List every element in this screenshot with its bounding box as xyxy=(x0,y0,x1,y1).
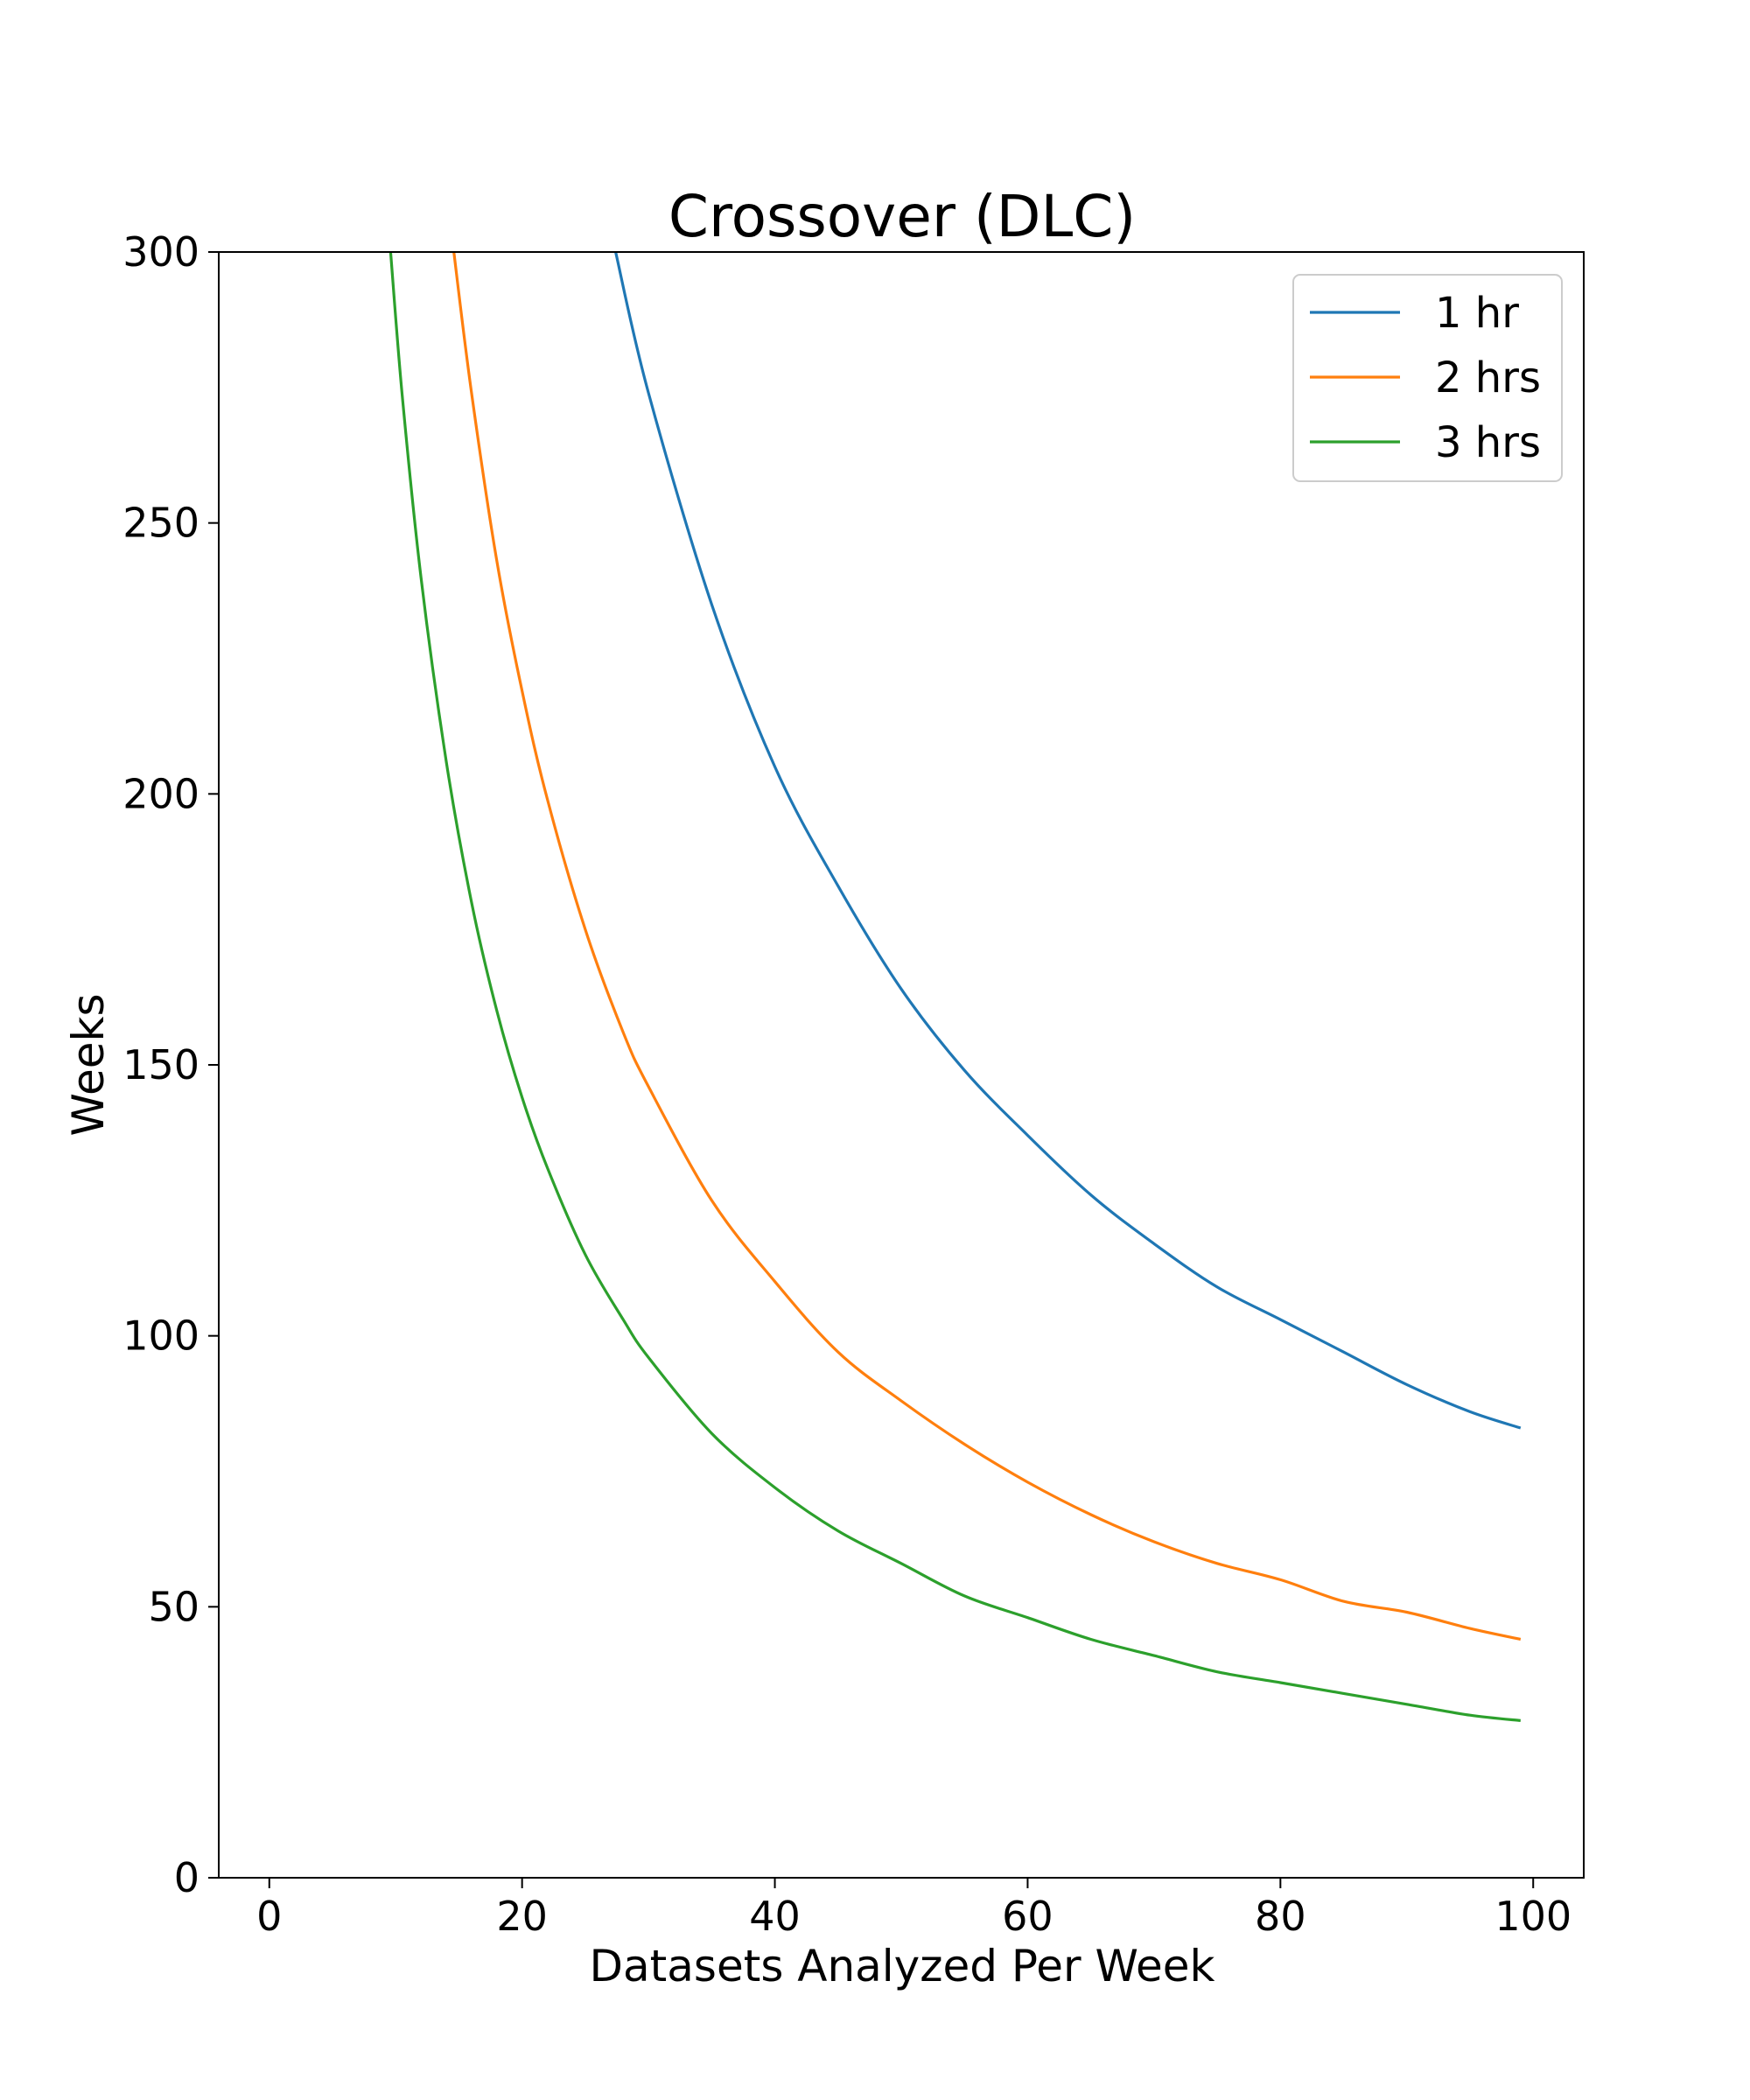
series-lines xyxy=(388,251,1522,1722)
x-tick-label: 80 xyxy=(1255,1893,1306,1940)
y-tick-label: 0 xyxy=(174,1854,200,1901)
x-tick-label: 0 xyxy=(256,1893,282,1940)
x-tick-label: 40 xyxy=(749,1893,801,1940)
series-line-3 xyxy=(388,251,1521,1722)
y-axis-label: Weeks xyxy=(63,993,114,1136)
legend: 1 hr 2 hrs 3 hrs xyxy=(1292,274,1563,482)
x-tick-label: 20 xyxy=(496,1893,548,1940)
series-line-1 xyxy=(614,251,1522,1430)
x-axis-label: Datasets Analyzed Per Week xyxy=(590,1941,1215,1992)
legend-label-1: 1 hr xyxy=(1435,289,1519,338)
series-line-2 xyxy=(452,251,1522,1642)
y-tick-label: 250 xyxy=(122,500,200,547)
y-tick-label: 50 xyxy=(148,1583,200,1630)
x-tick-label: 60 xyxy=(1002,1893,1054,1940)
x-axis-ticks: 0 20 40 60 80 100 xyxy=(256,1878,1572,1940)
legend-box xyxy=(1292,274,1563,482)
y-tick-label: 150 xyxy=(122,1041,200,1088)
chart-title: Crossover (DLC) xyxy=(668,183,1136,250)
y-axis-ticks: 0 50 100 150 200 250 300 xyxy=(122,228,219,1901)
y-tick-label: 100 xyxy=(122,1312,200,1360)
legend-label-3: 3 hrs xyxy=(1435,418,1541,467)
plot-frame xyxy=(218,251,1585,1879)
legend-label-2: 2 hrs xyxy=(1435,354,1541,402)
x-tick-label: 100 xyxy=(1494,1893,1572,1940)
y-tick-label: 300 xyxy=(122,228,200,276)
y-tick-label: 200 xyxy=(122,770,200,817)
